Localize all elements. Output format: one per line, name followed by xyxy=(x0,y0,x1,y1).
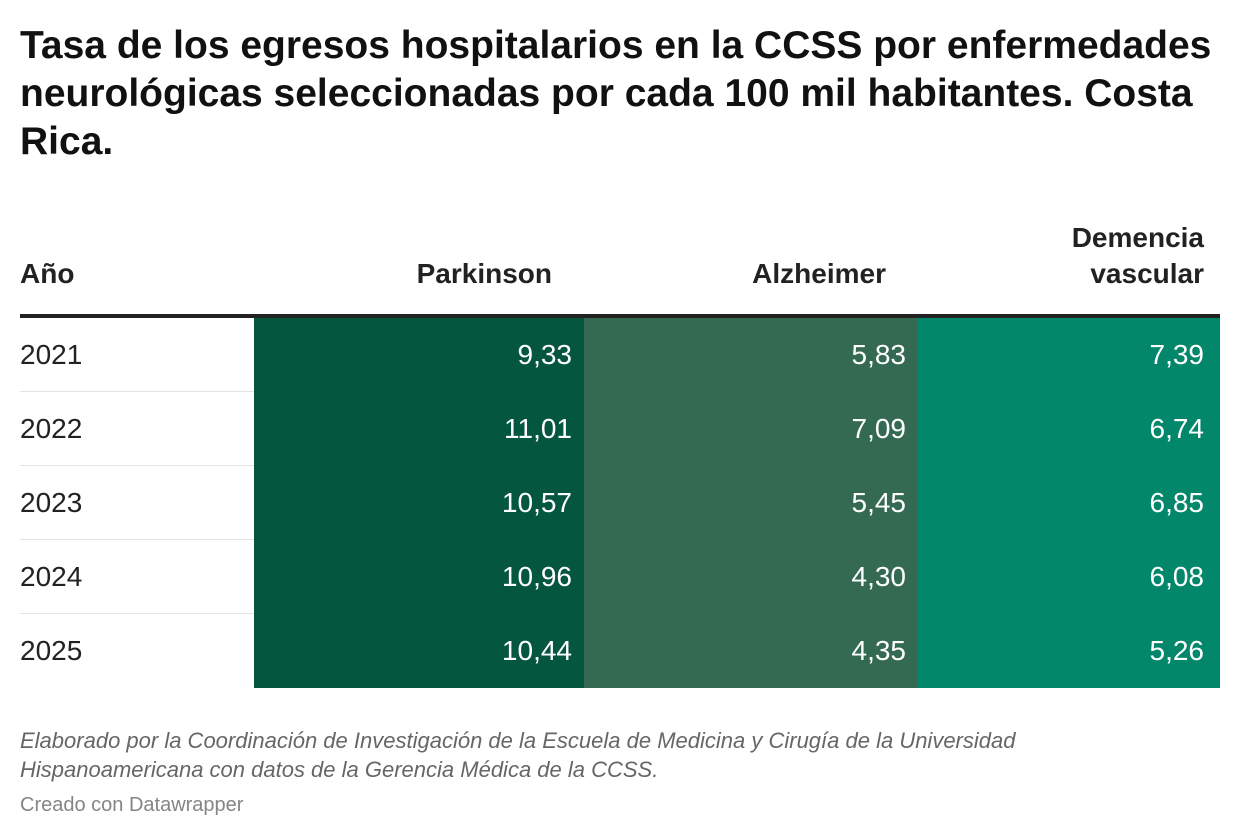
header-alzheimer[interactable]: Alzheimer xyxy=(752,258,886,289)
cell-parkinson: 9,33 xyxy=(254,318,584,392)
cell-parkinson: 11,01 xyxy=(254,392,584,466)
cell-alzheimer: 4,30 xyxy=(584,540,918,614)
cell-parkinson: 10,96 xyxy=(254,540,584,614)
cell-year: 2023 xyxy=(20,487,83,518)
cell-demencia-vascular: 5,26 xyxy=(918,614,1220,688)
cell-parkinson: 10,44 xyxy=(254,614,584,688)
table-row: 2025 10,44 4,35 5,26 xyxy=(20,614,1220,688)
cell-demencia-vascular: 6,74 xyxy=(918,392,1220,466)
table-header: Año Parkinson Alzheimer Demencia vascula… xyxy=(20,222,1220,318)
cell-demencia-vascular: 6,85 xyxy=(918,466,1220,540)
cell-alzheimer: 7,09 xyxy=(584,392,918,466)
table-row: 2024 10,96 4,30 6,08 xyxy=(20,540,1220,614)
cell-parkinson: 10,57 xyxy=(254,466,584,540)
cell-year: 2024 xyxy=(20,561,83,592)
cell-year: 2025 xyxy=(20,635,83,666)
cell-alzheimer: 5,45 xyxy=(584,466,918,540)
cell-demencia-vascular: 7,39 xyxy=(918,318,1220,392)
datawrapper-credit[interactable]: Creado con Datawrapper xyxy=(20,794,244,816)
cell-alzheimer: 4,35 xyxy=(584,614,918,688)
cell-year: 2021 xyxy=(20,339,83,370)
header-demencia-vascular[interactable]: Demencia vascular xyxy=(904,220,1204,292)
cell-demencia-vascular: 6,08 xyxy=(918,540,1220,614)
table-body: 2021 9,33 5,83 7,39 2022 11,01 7,09 6,74… xyxy=(20,318,1220,688)
header-demencia-line2: vascular xyxy=(1090,258,1204,289)
cell-year: 2022 xyxy=(20,413,83,444)
source-note: Elaborado por la Coordinación de Investi… xyxy=(20,728,1016,782)
cell-alzheimer: 5,83 xyxy=(584,318,918,392)
table-row: 2021 9,33 5,83 7,39 xyxy=(20,318,1220,392)
header-demencia-line1: Demencia xyxy=(1071,222,1204,253)
header-year[interactable]: Año xyxy=(20,258,75,289)
header-parkinson[interactable]: Parkinson xyxy=(416,258,552,289)
data-table: Año Parkinson Alzheimer Demencia vascula… xyxy=(20,222,1220,688)
chart-title: Tasa de los egresos hospitalarios en la … xyxy=(20,24,1212,163)
table-row: 2022 11,01 7,09 6,74 xyxy=(20,392,1220,466)
table-row: 2023 10,57 5,45 6,85 xyxy=(20,466,1220,540)
